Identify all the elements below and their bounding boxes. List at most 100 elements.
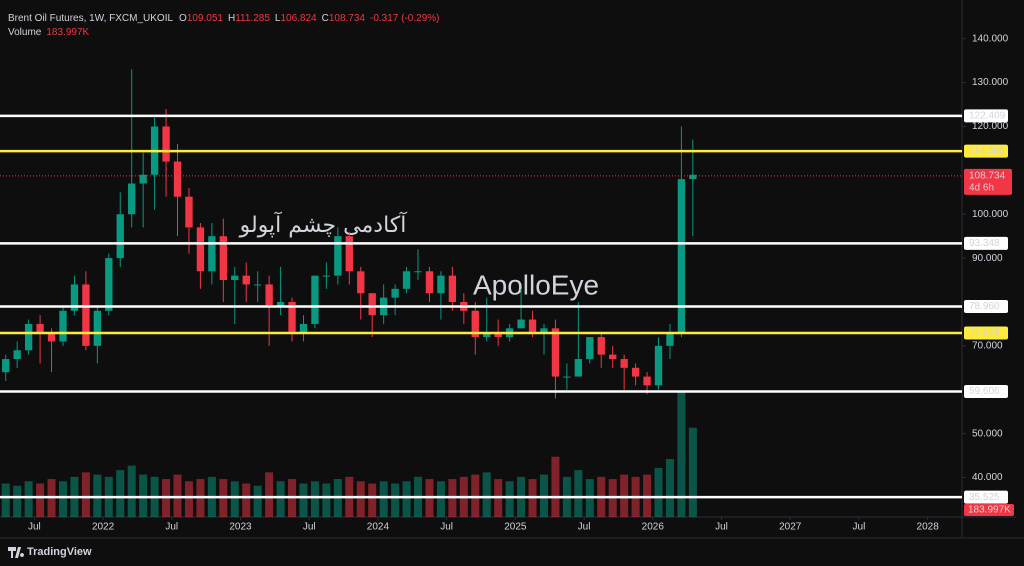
candle-body [448, 275, 457, 302]
volume-bar [58, 481, 67, 517]
y-tick-label: 130.000 [972, 77, 1009, 88]
volume-bar [368, 483, 377, 517]
candle-body [425, 271, 434, 294]
level-box [964, 326, 1008, 340]
volume-bar [539, 474, 548, 517]
x-tick-label: Jul [715, 522, 728, 533]
watermark-persian: آکادمی چشم آپولو [239, 211, 408, 238]
candle-body [185, 196, 193, 228]
volume-bar [299, 483, 308, 517]
candle-body [689, 174, 697, 180]
volume-bar [116, 470, 125, 517]
volume-bar [574, 470, 583, 517]
volume-bar [93, 474, 102, 517]
volume-bar [13, 485, 22, 517]
last-price-box [964, 168, 1012, 195]
level-label: 122.409 [969, 111, 1006, 122]
y-tick-label: 140.000 [972, 33, 1009, 44]
volume-bar [230, 481, 239, 517]
y-tick-label: 90.000 [972, 253, 1003, 264]
volume-bar [482, 472, 491, 517]
volume-bar [310, 481, 319, 517]
volume-bar [471, 474, 480, 517]
level-box [964, 490, 1008, 504]
level-box [964, 144, 1008, 158]
level-box [964, 384, 1008, 398]
candle-body [173, 161, 182, 197]
volume-box [964, 504, 1014, 516]
candle-body [299, 323, 308, 333]
y-tick-label: 70.000 [972, 341, 1003, 352]
brand-logo[interactable]: TradingView [8, 546, 92, 558]
ohlc-value: 106.824 [280, 13, 317, 24]
candle-body [82, 284, 90, 346]
level-label: 59.606 [969, 386, 1000, 397]
volume-bar [36, 483, 45, 517]
volume-value: 183.997K [46, 27, 89, 38]
volume-bar [654, 467, 663, 517]
level-box [964, 300, 1008, 314]
candle-body [311, 275, 319, 324]
x-tick-label: Jul [303, 522, 316, 533]
x-tick-label: Jul [28, 522, 41, 533]
volume-bar [322, 483, 331, 517]
candle-body [93, 310, 102, 346]
logo-icon [8, 547, 25, 558]
volume-bar [24, 481, 33, 517]
candle-body [483, 332, 491, 338]
volume-bar [173, 474, 182, 517]
symbol-name: Brent Oil Futures, 1W, FXCM_UKOIL [8, 13, 173, 24]
candle-body [586, 337, 594, 360]
candle-body [24, 323, 33, 351]
volume-bar [127, 465, 136, 517]
candle-body [666, 332, 674, 346]
level-box [964, 236, 1008, 250]
level-label: 93.348 [969, 238, 1000, 249]
x-tick-label: 2023 [229, 522, 252, 533]
candle-body [47, 332, 56, 342]
x-tick-label: Jul [165, 522, 178, 533]
candle-body [196, 227, 205, 272]
candle-body [116, 214, 124, 259]
x-tick-label: Jul [440, 522, 453, 533]
candle-body [391, 288, 399, 298]
x-tick-label: 2022 [92, 522, 115, 533]
candle-body [597, 337, 605, 355]
candle-body [609, 354, 617, 360]
volume-bar [253, 485, 262, 517]
volume-bar [139, 474, 148, 517]
candle-body [288, 301, 296, 333]
volume-bar [436, 481, 445, 517]
candle-body [231, 275, 239, 281]
volume-bar [505, 481, 514, 517]
candle-body [677, 179, 686, 333]
candle-body [128, 183, 136, 215]
bar-countdown: 4d 6h [969, 183, 994, 194]
candle-body [334, 236, 342, 276]
candle-body [528, 319, 537, 333]
volume-bar [379, 481, 388, 517]
candle-body [345, 236, 353, 272]
candle-body [36, 323, 44, 333]
candle-body [357, 271, 365, 294]
x-tick-label: 2028 [917, 522, 940, 533]
volume-bar [356, 481, 365, 517]
last-price-label: 108.734 [969, 171, 1006, 182]
candle-body [471, 310, 479, 338]
candle-body [402, 271, 411, 289]
level-box [964, 109, 1008, 123]
volume-axis-label: 183.997K [968, 505, 1011, 516]
ohlc-key: O [179, 13, 187, 24]
candle-body [643, 376, 651, 386]
volume-bar [184, 481, 193, 517]
candle-body [551, 328, 560, 377]
volume-bar [665, 458, 674, 517]
y-tick-label: 100.000 [972, 209, 1009, 220]
volume-bar [391, 483, 400, 517]
x-tick-label: 2027 [779, 522, 802, 533]
candle-body [162, 126, 170, 162]
y-tick-label: 50.000 [972, 428, 1003, 439]
